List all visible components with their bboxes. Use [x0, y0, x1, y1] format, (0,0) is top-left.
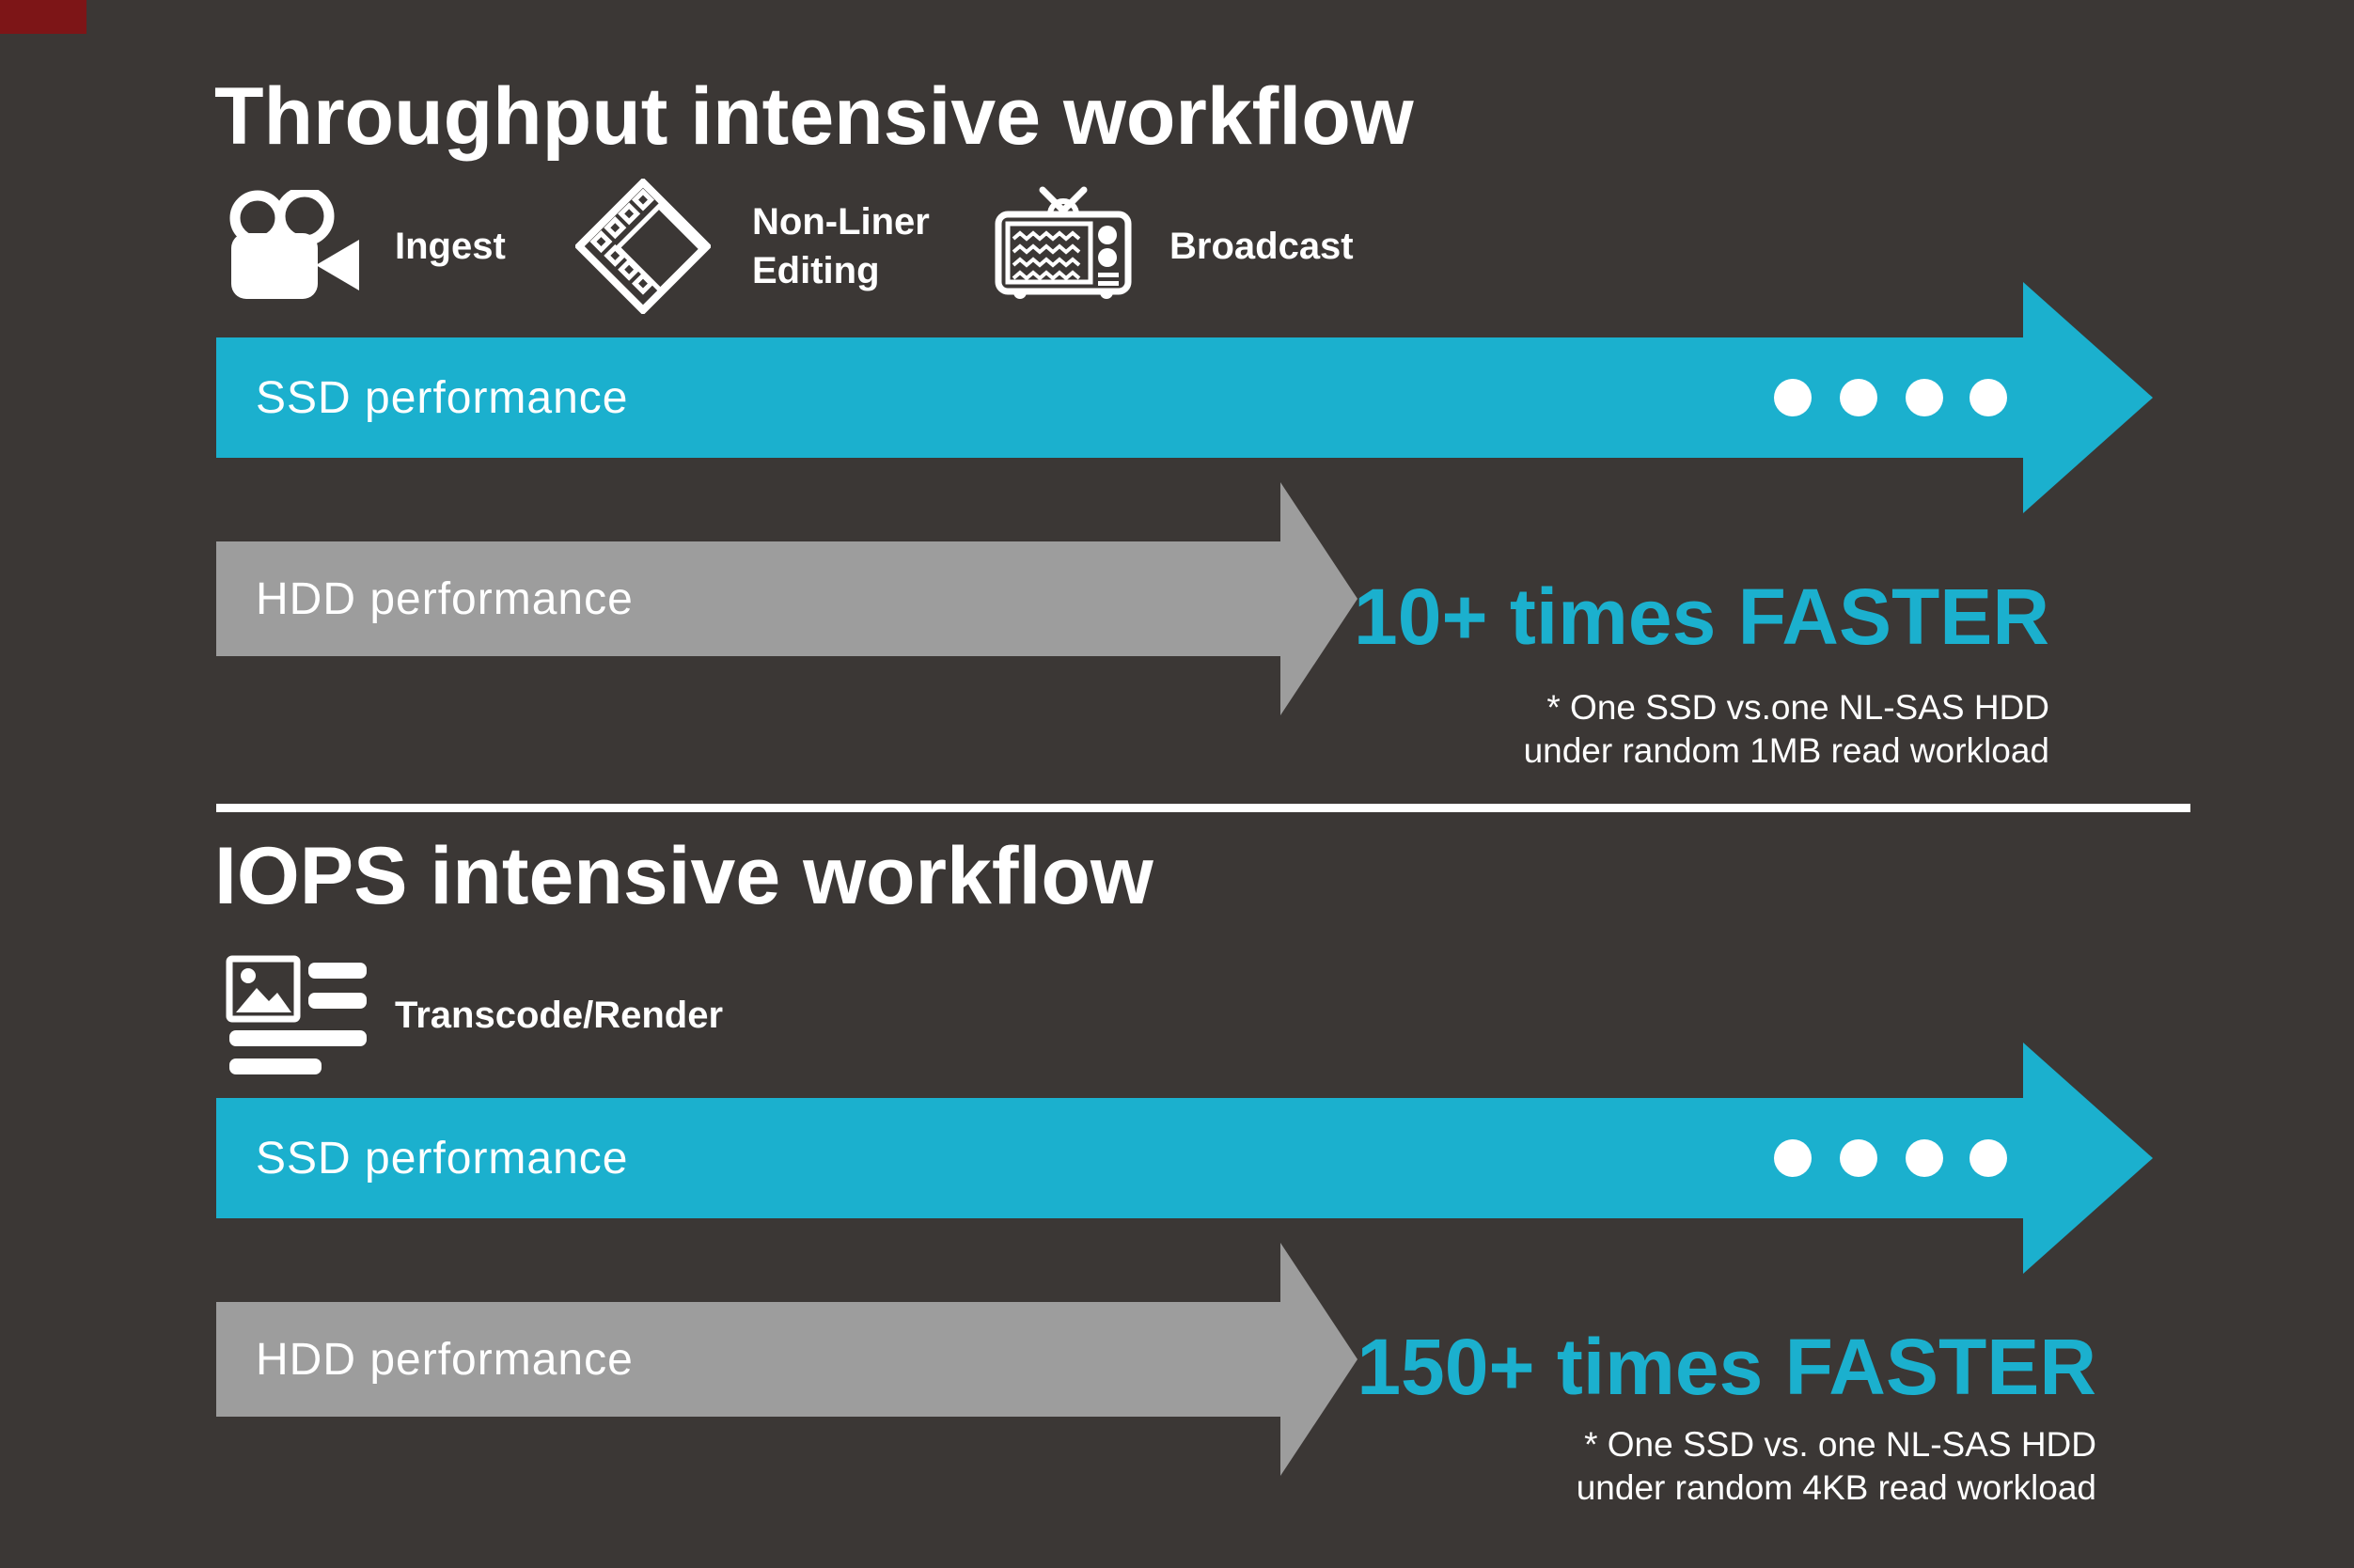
footnote-1: * One SSD vs.one NL-SAS HDD under random…: [1222, 686, 2049, 773]
ssd-performance-label-1: SSD performance: [256, 372, 629, 423]
video-camera-icon: [226, 190, 365, 303]
result-text-1: 10+ times FASTER: [1354, 572, 2049, 661]
arrow-dot: [1906, 1139, 1943, 1177]
transcode-render-label: Transcode/Render: [395, 995, 724, 1036]
non-linear-editing-label-line1: Non-Liner: [752, 201, 930, 243]
arrow-dot: [1970, 379, 2007, 416]
arrow-dot: [1906, 379, 1943, 416]
footnote-1-line1: * One SSD vs.one NL-SAS HDD: [1546, 688, 2049, 727]
footnote-2-line1: * One SSD vs. one NL-SAS HDD: [1584, 1425, 2096, 1464]
arrow-dot: [1840, 1139, 1877, 1177]
corner-red-mark: [0, 0, 86, 34]
ssd-performance-bar-2: SSD performance: [216, 1098, 2023, 1218]
hdd-performance-label-1: HDD performance: [256, 573, 634, 624]
result-text-2: 150+ times FASTER: [1357, 1323, 2096, 1411]
ssd-performance-label-2: SSD performance: [256, 1133, 629, 1184]
section2-title: IOPS intensive workflow: [214, 831, 1153, 921]
hdd-arrowhead-1: [1280, 482, 1357, 715]
section-divider: [216, 804, 2190, 812]
non-linear-editing-label: Non-Liner Editing: [752, 190, 930, 303]
hdd-performance-label-2: HDD performance: [256, 1334, 634, 1385]
arrow-dot: [1970, 1139, 2007, 1177]
arrow-dot: [1840, 379, 1877, 416]
film-strip-icon: [575, 179, 711, 314]
broadcast-label: Broadcast: [1169, 226, 1354, 267]
hdd-performance-bar-1: HDD performance: [216, 541, 1280, 656]
hdd-arrowhead-2: [1280, 1243, 1357, 1476]
non-linear-editing-label-line2: Editing: [752, 250, 880, 291]
ssd-arrowhead-1: [2023, 282, 2153, 513]
hdd-performance-bar-2: HDD performance: [216, 1302, 1280, 1417]
arrow-dot: [1774, 379, 1812, 416]
ssd-performance-bar-1: SSD performance: [216, 337, 2023, 458]
transcode-document-icon: [226, 955, 369, 1075]
ssd-arrowhead-2: [2023, 1043, 2153, 1274]
section1-title: Throughput intensive workflow: [214, 71, 1414, 162]
footnote-2: * One SSD vs. one NL-SAS HDD under rando…: [1222, 1423, 2096, 1510]
footnote-1-line2: under random 1MB read workload: [1523, 731, 2049, 770]
tv-broadcast-icon: [993, 186, 1134, 301]
arrow-dot: [1774, 1139, 1812, 1177]
ingest-label: Ingest: [395, 226, 506, 267]
footnote-2-line2: under random 4KB read workload: [1576, 1468, 2096, 1507]
